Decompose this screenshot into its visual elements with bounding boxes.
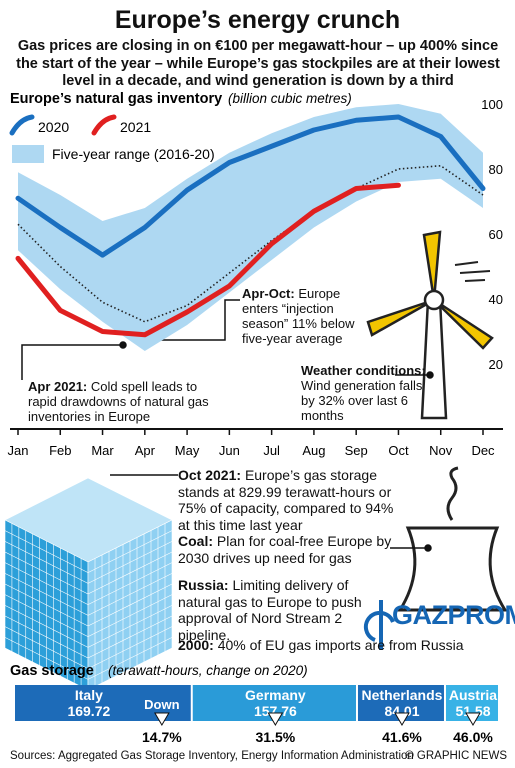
y-tick-label: 20 — [489, 357, 503, 372]
cube-grid-line — [4, 637, 89, 680]
legend-swatch — [12, 145, 44, 163]
fact-text: 40% of EU gas imports are from Russia — [217, 637, 464, 653]
change-label: 41.6% — [382, 729, 422, 745]
x-tick-label: Jun — [219, 443, 240, 458]
annotation-bold: Apr 2021: — [28, 379, 88, 394]
fact: Coal: Plan for coal-free Europe by 2030 … — [178, 533, 393, 566]
logo: GAZPROM — [392, 600, 515, 630]
cube-grid-line — [87, 626, 173, 669]
legend-swatch — [91, 114, 117, 136]
change-marker — [465, 712, 481, 726]
bar-value: 51.58 — [455, 703, 490, 719]
x-tick-label: Sep — [345, 443, 368, 458]
annotation-bold: Apr-Oct: — [242, 286, 295, 301]
y-tick-label: 60 — [489, 227, 503, 242]
legend-label: 2020 — [38, 119, 69, 135]
y-tick-label: 40 — [489, 292, 503, 307]
cube-grid-line — [87, 637, 173, 680]
change-marker — [394, 712, 410, 726]
x-tick-label: Oct — [388, 443, 409, 458]
gazprom-icon — [363, 600, 395, 650]
y-tick-label: 80 — [489, 162, 503, 177]
change-heading: Down — [144, 697, 179, 712]
series-line — [15, 114, 486, 258]
fact-bold: Oct 2021: — [178, 467, 242, 483]
bar-category: Italy — [75, 687, 103, 703]
x-tick-label: Mar — [91, 443, 114, 458]
x-tick-label: May — [175, 443, 200, 458]
annotation: Apr 2021: Cold spell leads to rapid draw… — [28, 379, 228, 424]
credit: © GRAPHIC NEWS — [405, 750, 507, 762]
fact: Russia: Limiting delivery of natural gas… — [178, 577, 368, 643]
unit-label: (billion cubic metres) — [228, 91, 352, 106]
cube-grid — [4, 523, 173, 687]
legend-label: 2021 — [120, 119, 151, 135]
title: Europe’s energy crunch — [114, 6, 401, 34]
x-tick-label: Nov — [429, 443, 453, 458]
x-tick-label: Aug — [302, 443, 325, 458]
series-line — [15, 182, 401, 338]
legend-swatch — [9, 114, 35, 136]
annotation: Apr-Oct: Europe enters “injection season… — [242, 286, 362, 346]
x-tick-label: Jan — [8, 443, 29, 458]
x-tick-label: Jul — [263, 443, 280, 458]
bar-value: 84.01 — [384, 703, 419, 719]
sources: Sources: Aggregated Gas Storage Inventor… — [10, 750, 414, 762]
change-label: 46.0% — [453, 729, 493, 745]
change-marker — [154, 712, 170, 726]
storage-cube-icon — [4, 477, 173, 691]
y-tick-label: 100 — [481, 97, 503, 112]
fact-bold: Russia: — [178, 577, 229, 593]
annotation-bold: Weather conditions: — [301, 363, 426, 378]
bar-category: Austria — [449, 687, 497, 703]
range-band — [18, 104, 483, 351]
annotation-text: Wind generation falls by 32% over last 6… — [301, 378, 423, 423]
fact-bold: Coal: — [178, 533, 213, 549]
bar-category: Germany — [245, 687, 306, 703]
x-tick-label: Dec — [471, 443, 495, 458]
fact-text: Limiting delivery of natural gas to Euro… — [178, 577, 362, 643]
change-label: 14.7% — [142, 729, 182, 745]
bar-category: Netherlands — [362, 687, 443, 703]
wind-turbine-icon — [366, 230, 494, 420]
change-label: 31.5% — [256, 729, 296, 745]
power-plant-icon — [397, 466, 508, 612]
x-tick-label: Feb — [49, 443, 71, 458]
x-tick-label: Apr — [135, 443, 156, 458]
legend-label: Five-year range (2016-20) — [52, 146, 215, 162]
change-marker — [267, 712, 284, 726]
subtitle: Gas prices are closing in on €100 per me… — [16, 38, 500, 89]
bar-chart-subtitle: (terawatt-hours, change on 2020) — [108, 663, 308, 678]
fact-text: Plan for coal-free Europe by 2030 drives… — [178, 533, 392, 566]
annotation-text: Cold spell leads to rapid drawdowns of n… — [28, 379, 209, 424]
bar-chart-title: Gas storage — [10, 663, 94, 679]
annotation: Weather conditions: Wind generation fall… — [301, 363, 429, 423]
bar-value: 157.76 — [254, 703, 297, 719]
fact-text: Europe’s gas storage stands at 829.99 te… — [178, 467, 394, 533]
annotation-text: Europe enters “injection season” 11% bel… — [242, 286, 355, 346]
fact: Oct 2021: Europe’s gas storage stands at… — [178, 467, 403, 533]
fact: 2000: 40% of EU gas imports are from Rus… — [178, 637, 508, 654]
fact-bold: 2000: — [178, 637, 214, 653]
chart-title: Europe’s natural gas inventory — [10, 91, 222, 107]
bar-value: 169.72 — [67, 703, 110, 719]
